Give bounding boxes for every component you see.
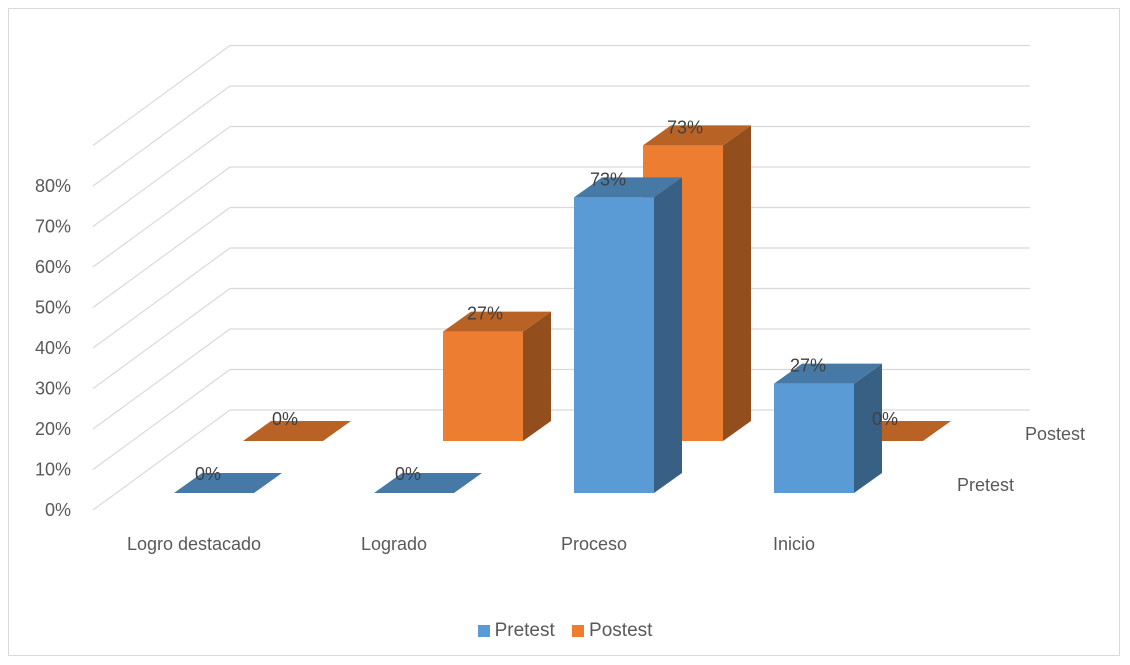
pretest-bar-top (374, 473, 482, 493)
gridline-side (92, 126, 231, 227)
y-tick-label: 20% (35, 419, 71, 439)
pretest-bar (174, 473, 282, 493)
gridline-side (92, 288, 231, 389)
data-labels: 0% 27% 73% 0% 0% 0% 73% 27% (195, 117, 898, 484)
gridline-side (92, 45, 231, 146)
postest-bars (243, 125, 951, 441)
gridline-side (92, 369, 231, 470)
y-axis-ticks: 0% 10% 20% 30% 40% 50% 60% 70% 80% (35, 176, 71, 520)
gridline-side (92, 207, 231, 308)
pretest-bar (374, 473, 482, 493)
data-label-pretest: 27% (790, 356, 826, 376)
gridline-side (92, 247, 231, 349)
data-label-postest: 0% (872, 409, 898, 429)
pretest-bars (174, 177, 882, 493)
category-label: Inicio (773, 534, 815, 554)
data-label-postest: 0% (272, 409, 298, 429)
legend-item-postest: Postest (572, 620, 652, 642)
postest-bar-top (243, 421, 351, 441)
pretest-bar-front (574, 197, 654, 493)
postest-bar-top (643, 125, 751, 146)
data-label-pretest: 0% (195, 464, 221, 484)
y-tick-label: 60% (35, 257, 71, 277)
data-label-postest: 73% (667, 117, 703, 137)
gridline-side (92, 85, 231, 187)
pretest-bar-side (654, 177, 682, 493)
postest-bar-side (523, 311, 551, 441)
postest-bar-side (723, 125, 751, 441)
y-tick-label: 80% (35, 176, 71, 196)
pretest-bar (574, 177, 682, 493)
category-label: Proceso (561, 534, 627, 554)
y-tick-label: 0% (45, 500, 71, 520)
legend-label-pretest: Pretest (494, 620, 555, 641)
gridline-side (92, 409, 231, 511)
pretest-bar-top (574, 177, 682, 198)
postest-bar-front (443, 331, 523, 441)
chart-frame (8, 8, 1120, 656)
y-tick-label: 40% (35, 338, 71, 358)
gridline-side (92, 328, 231, 430)
y-tick-label: 70% (35, 217, 71, 237)
pretest-bar-side (854, 363, 882, 493)
postest-bar (243, 421, 351, 441)
series-axis-label-pretest: Pretest (957, 475, 1014, 495)
y-tick-label: 10% (35, 460, 71, 480)
postest-bar (443, 311, 551, 441)
pretest-bar-top (774, 363, 882, 384)
category-labels: Logro destacado Logrado Proceso Inicio (127, 534, 815, 554)
pretest-bar (774, 363, 882, 493)
y-tick-label: 30% (35, 379, 71, 399)
legend-swatch-pretest (477, 625, 490, 637)
pretest-bar-front (774, 383, 854, 493)
data-label-pretest: 0% (395, 464, 421, 484)
data-label-pretest: 73% (590, 169, 626, 189)
series-axis-labels: Postest Pretest (957, 424, 1085, 495)
category-label: Logro destacado (127, 534, 261, 554)
gridline-side (92, 166, 231, 268)
y-tick-label: 50% (35, 298, 71, 318)
legend-item-pretest: Pretest (477, 620, 555, 642)
legend: Pretest Postest (0, 620, 1130, 643)
series-axis-label-postest: Postest (1025, 424, 1085, 444)
postest-bar-top (443, 311, 551, 332)
data-label-postest: 27% (467, 304, 503, 324)
legend-label-postest: Postest (589, 620, 653, 641)
pretest-bar-top (174, 473, 282, 493)
category-label: Logrado (361, 534, 427, 554)
legend-swatch-postest (572, 625, 585, 637)
